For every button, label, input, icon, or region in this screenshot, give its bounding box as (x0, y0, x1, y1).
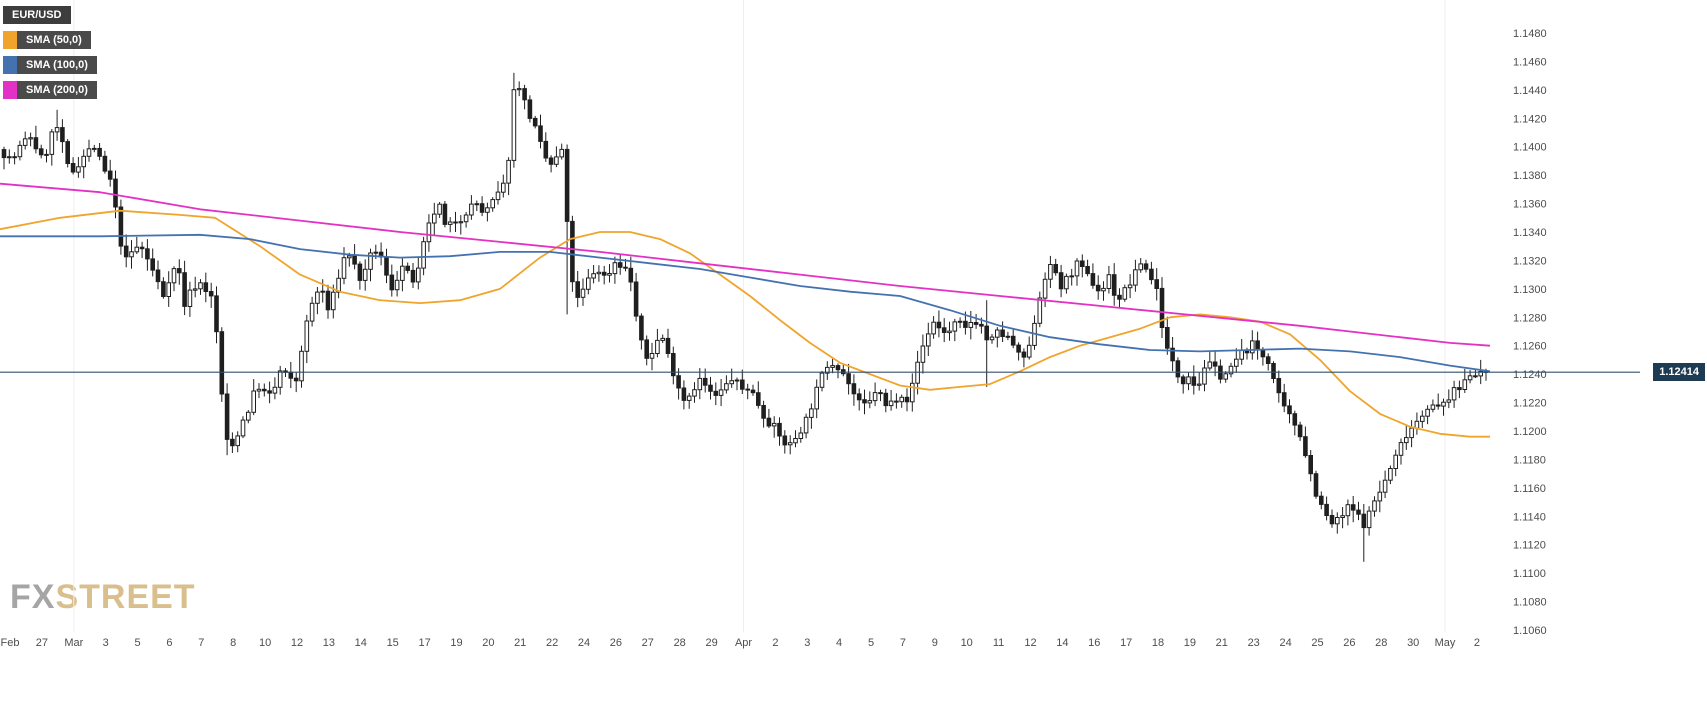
sma-200-line (0, 182, 1491, 347)
y-tick-label: 1.1080 (1513, 597, 1547, 609)
y-tick-label: 1.1420 (1513, 113, 1547, 125)
y-tick-label: 1.1240 (1513, 369, 1547, 381)
legend-sma-100[interactable]: SMA (100,0) (3, 56, 97, 74)
x-tick-label: 7 (900, 637, 906, 649)
x-tick-label: 21 (1216, 637, 1228, 649)
x-tick-label: 26 (610, 637, 622, 649)
sma100-color-swatch (3, 56, 17, 74)
x-tick-label: 18 (1152, 637, 1164, 649)
x-tick-label: 26 (1343, 637, 1355, 649)
sma50-label: SMA (50,0) (17, 31, 91, 49)
pair-label: EUR/USD (3, 6, 71, 24)
sma-100-line (0, 233, 1491, 373)
x-tick-label: 9 (932, 637, 938, 649)
last-price-badge: 1.12414 (1653, 363, 1705, 382)
x-tick-label: 27 (36, 637, 48, 649)
x-tick-label: 30 (1407, 637, 1419, 649)
y-tick-label: 1.1360 (1513, 199, 1547, 211)
sma50-color-swatch (3, 31, 17, 49)
y-tick-label: 1.1160 (1513, 483, 1546, 495)
x-tick-label: Mar (64, 637, 83, 649)
x-tick-label: 17 (1120, 637, 1132, 649)
sma200-label: SMA (200,0) (17, 81, 97, 99)
y-tick-label: 1.1260 (1513, 341, 1547, 353)
x-tick-label: 27 (642, 637, 654, 649)
sma-50-line (0, 209, 1490, 438)
x-tick-label: Feb (1, 637, 20, 649)
x-tick-label: 7 (198, 637, 204, 649)
y-tick-label: 1.1060 (1513, 625, 1547, 637)
x-tick-label: 4 (836, 637, 842, 649)
x-tick-label: 8 (230, 637, 236, 649)
y-tick-label: 1.1180 (1513, 454, 1546, 466)
x-tick-label: 2 (772, 637, 778, 649)
y-tick-label: 1.1140 (1513, 511, 1546, 523)
fxstreet-logo: FXSTREET (10, 580, 196, 614)
y-tick-label: 1.1200 (1513, 426, 1547, 438)
x-tick-label: 12 (1024, 637, 1036, 649)
x-tick-label: 19 (450, 637, 462, 649)
sma200-color-swatch (3, 81, 17, 99)
y-tick-label: 1.1300 (1513, 284, 1547, 296)
x-tick-label: 12 (291, 637, 303, 649)
candles (1, 72, 1489, 562)
y-tick-label: 1.1220 (1513, 398, 1547, 410)
x-tick-label: 11 (993, 637, 1004, 649)
y-tick-label: 1.1460 (1513, 56, 1547, 68)
x-tick-label: 29 (705, 637, 717, 649)
x-tick-label: 17 (418, 637, 430, 649)
y-tick-label: 1.1380 (1513, 170, 1547, 182)
x-tick-label: 3 (804, 637, 810, 649)
x-tick-label: 14 (355, 637, 367, 649)
fxstreet-logo-fx: FX (10, 578, 56, 616)
y-tick-label: 1.1280 (1513, 312, 1547, 324)
x-tick-label: 10 (961, 637, 973, 649)
x-tick-label: 28 (1375, 637, 1387, 649)
x-tick-label: 19 (1184, 637, 1196, 649)
x-tick-label: 25 (1311, 637, 1323, 649)
y-tick-label: 1.1120 (1513, 540, 1546, 552)
x-tick-label: 5 (135, 637, 141, 649)
y-tick-label: 1.1480 (1513, 28, 1547, 40)
x-tick-label: 16 (1088, 637, 1100, 649)
x-tick-label: 21 (514, 637, 526, 649)
legend-sma-200[interactable]: SMA (200,0) (3, 81, 97, 99)
y-tick-label: 1.1320 (1513, 255, 1547, 267)
x-tick-label: May (1435, 637, 1456, 649)
x-tick-label: 5 (868, 637, 874, 649)
x-tick-label: 13 (323, 637, 335, 649)
x-tick-label: 3 (103, 637, 109, 649)
x-tick-label: Apr (735, 637, 752, 649)
y-tick-label: 1.1400 (1513, 142, 1547, 154)
legend: EUR/USD SMA (50,0) SMA (100,0) SMA (200,… (3, 6, 97, 99)
y-tick-label: 1.1100 (1513, 568, 1546, 580)
legend-pair[interactable]: EUR/USD (3, 6, 97, 24)
x-tick-label: 2 (1474, 637, 1480, 649)
x-tick-label: 28 (674, 637, 686, 649)
x-tick-label: 23 (1248, 637, 1260, 649)
x-tick-label: 6 (166, 637, 172, 649)
x-tick-label: 14 (1056, 637, 1068, 649)
x-tick-label: 22 (546, 637, 558, 649)
fxstreet-logo-street: STREET (55, 578, 196, 616)
x-tick-label: 24 (578, 637, 590, 649)
x-tick-label: 10 (259, 637, 271, 649)
x-tick-label: 20 (482, 637, 494, 649)
y-tick-label: 1.1340 (1513, 227, 1547, 239)
x-tick-label: 24 (1279, 637, 1291, 649)
x-tick-label: 15 (387, 637, 399, 649)
sma100-label: SMA (100,0) (17, 56, 97, 74)
y-tick-label: 1.1440 (1513, 85, 1547, 97)
legend-sma-50[interactable]: SMA (50,0) (3, 31, 97, 49)
